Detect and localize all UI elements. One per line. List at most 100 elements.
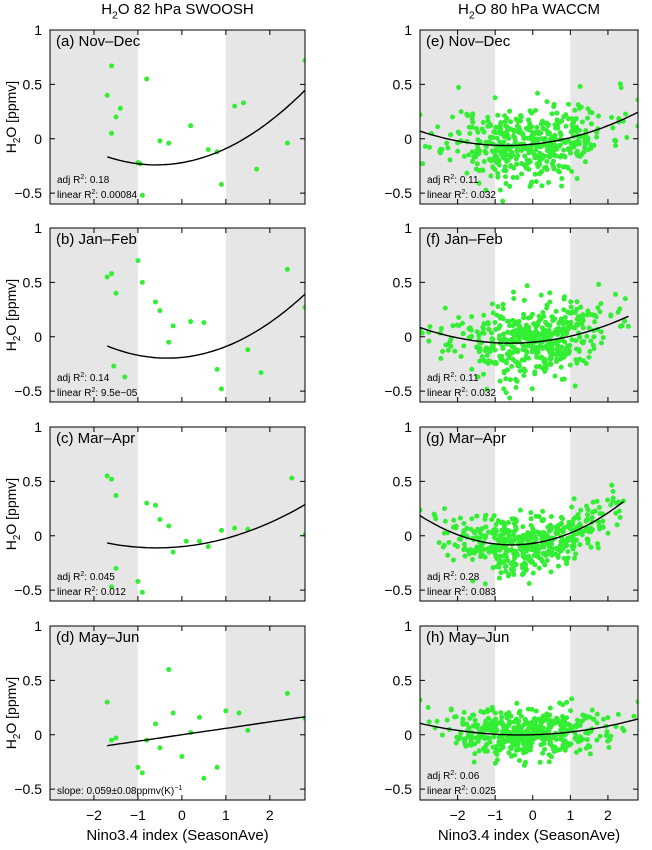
data-point (597, 733, 603, 739)
data-point (529, 129, 535, 135)
data-point (548, 514, 554, 520)
data-points (420, 696, 638, 768)
data-point (537, 759, 543, 765)
data-point (493, 716, 499, 722)
data-point (515, 746, 521, 752)
data-point (441, 542, 447, 548)
data-point (577, 334, 583, 340)
data-point (586, 354, 592, 360)
data-point (514, 700, 520, 706)
data-point (615, 309, 621, 315)
stat-annotation: adj R2: 0.11 (427, 174, 479, 186)
data-point (569, 543, 575, 549)
x-tick-label: 0 (178, 807, 186, 823)
stat-annotation: adj R2: 0.14 (57, 372, 110, 384)
data-point (442, 518, 448, 524)
data-point (542, 746, 548, 752)
data-point (232, 525, 238, 531)
data-point (516, 718, 522, 724)
data-point (439, 732, 445, 738)
data-point (475, 374, 481, 380)
data-point (517, 507, 523, 513)
data-point (496, 162, 502, 168)
y-tick-label: −0.5 (384, 781, 412, 797)
data-point (498, 570, 504, 576)
data-point (496, 564, 502, 570)
data-point (515, 153, 521, 159)
data-point (549, 111, 555, 117)
data-point (520, 553, 526, 559)
data-point (623, 111, 629, 117)
data-point (494, 135, 500, 141)
y-tick-label: 0.5 (393, 274, 413, 290)
data-point (598, 340, 604, 346)
data-point (493, 744, 499, 750)
data-point (442, 305, 448, 311)
data-point (586, 311, 592, 317)
data-point (489, 704, 495, 710)
data-point (507, 323, 513, 329)
data-point (538, 316, 544, 322)
stat-annotation: adj R2: 0.18 (57, 174, 110, 186)
data-point (570, 522, 576, 528)
data-point (111, 363, 117, 369)
data-point (501, 331, 507, 337)
data-point (507, 395, 513, 401)
data-point (109, 63, 115, 69)
data-point (561, 296, 567, 302)
data-point (494, 752, 500, 758)
data-point (506, 528, 512, 534)
data-point (139, 589, 145, 595)
data-point (109, 130, 115, 136)
data-point (544, 532, 550, 538)
data-point (109, 476, 115, 482)
data-point (521, 297, 527, 303)
data-point (565, 309, 571, 315)
fit-curve (106, 89, 305, 166)
data-point (540, 508, 546, 514)
data-point (218, 386, 224, 392)
data-point (481, 357, 487, 363)
data-point (554, 146, 560, 152)
data-point (166, 339, 172, 345)
data-point (546, 721, 552, 727)
axes-frame (49, 426, 306, 602)
data-point (469, 149, 475, 155)
data-point (509, 363, 515, 369)
data-point (551, 735, 557, 741)
data-point (486, 326, 492, 332)
panel-label: (d) May–Jun (56, 629, 139, 646)
data-point (578, 507, 584, 513)
column-title-1: H2O 80 hPa WACCM (458, 1, 600, 22)
data-point (557, 747, 563, 753)
data-point (568, 723, 574, 729)
data-point (153, 502, 159, 508)
data-point (580, 358, 586, 364)
data-point (492, 360, 498, 366)
data-point (520, 132, 526, 138)
panel-label: (h) May–Jun (426, 629, 509, 646)
data-point (489, 517, 495, 523)
data-point (502, 164, 508, 170)
data-point (553, 308, 559, 314)
shade-region (50, 228, 138, 402)
data-point (529, 547, 535, 553)
data-point (584, 737, 590, 743)
data-point (563, 123, 569, 129)
data-point (477, 346, 483, 352)
data-point (460, 331, 466, 337)
y-tick-label: 1 (34, 22, 42, 38)
data-point (490, 135, 496, 141)
data-point (548, 352, 554, 358)
data-point (539, 331, 545, 337)
data-point (471, 759, 477, 765)
data-point (472, 741, 478, 747)
data-point (201, 320, 207, 326)
y-axis-label: H2O [ppmv] (3, 478, 23, 550)
data-point (502, 564, 508, 570)
data-point (532, 171, 538, 177)
panel-g: −0.5 0 0.5 1 (g) Mar–Apr adj R2: 0.28 linear R… (384, 419, 639, 602)
data-point (559, 183, 565, 189)
data-point (566, 742, 572, 748)
data-points (104, 258, 305, 392)
